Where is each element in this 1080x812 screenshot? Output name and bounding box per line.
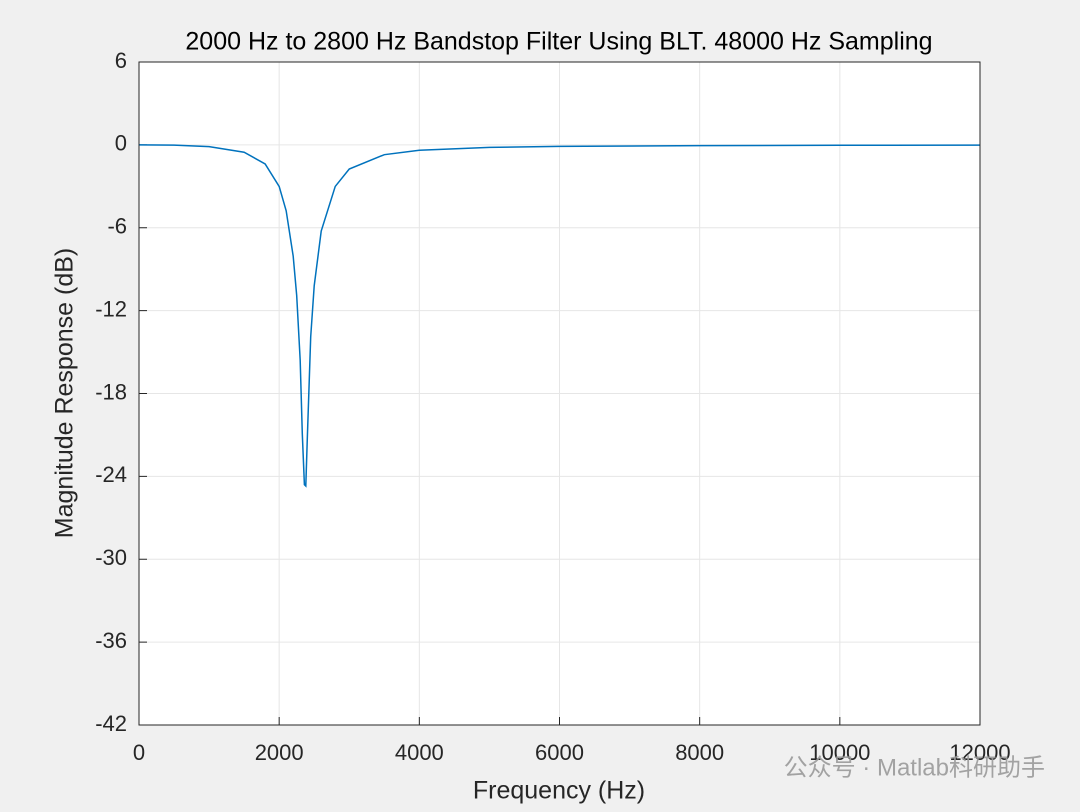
- y-tick-label: -6: [107, 214, 127, 239]
- chart-title: 2000 Hz to 2800 Hz Bandstop Filter Using…: [185, 28, 932, 56]
- y-tick-label: -12: [95, 296, 127, 321]
- x-tick-label: 4000: [395, 740, 444, 765]
- y-tick-label: -30: [95, 545, 127, 570]
- x-tick-label: 2000: [255, 740, 304, 765]
- x-tick-label: 8000: [675, 740, 724, 765]
- y-tick-label: 0: [115, 131, 127, 156]
- y-tick-label: 6: [115, 48, 127, 73]
- y-tick-label: -18: [95, 379, 127, 404]
- x-axis-label: Frequency (Hz): [473, 777, 645, 805]
- data-line: [138, 144, 981, 488]
- x-tick-label: 0: [133, 740, 145, 765]
- y-tick-label: -42: [95, 711, 127, 736]
- y-tick-label: -24: [95, 462, 127, 487]
- x-tick-label: 6000: [535, 740, 584, 765]
- x-tick-label: 10000: [809, 740, 870, 765]
- y-axis-label: Magnitude Response (dB): [51, 248, 79, 538]
- x-tick-label: 12000: [949, 740, 1010, 765]
- axes-box: [138, 61, 981, 726]
- watermark: 公众号 · Matlab科研助手: [784, 754, 1045, 781]
- y-tick-label: -36: [95, 628, 127, 653]
